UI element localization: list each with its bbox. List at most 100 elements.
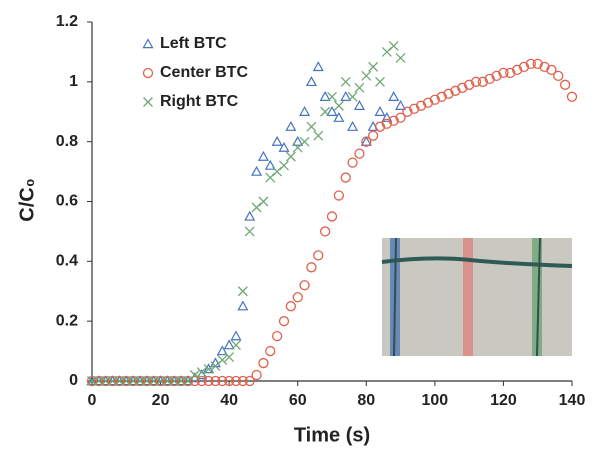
data-point bbox=[347, 91, 358, 102]
y-tick-label: 0 bbox=[69, 372, 78, 389]
data-point bbox=[415, 100, 427, 111]
data-point bbox=[395, 100, 407, 110]
data-point bbox=[182, 375, 194, 387]
inset-background bbox=[382, 238, 572, 356]
data-point bbox=[107, 375, 118, 387]
data-point bbox=[141, 375, 153, 387]
data-point bbox=[279, 160, 289, 171]
data-point bbox=[292, 292, 303, 303]
data-point bbox=[566, 91, 578, 102]
data-point bbox=[312, 61, 324, 72]
data-point bbox=[368, 61, 379, 72]
data-point bbox=[251, 369, 262, 381]
data-point bbox=[258, 357, 269, 369]
data-point bbox=[264, 159, 276, 170]
data-point bbox=[265, 345, 276, 357]
y-tick-label: 0.4 bbox=[56, 253, 78, 270]
x-axis-title: Time (s) bbox=[294, 424, 370, 446]
legend-marker bbox=[142, 38, 154, 49]
x-tick-label: 120 bbox=[490, 392, 517, 409]
data-point bbox=[395, 112, 406, 123]
data-point bbox=[340, 91, 352, 101]
data-point bbox=[251, 165, 263, 176]
data-point bbox=[518, 61, 530, 73]
data-point bbox=[443, 88, 454, 99]
data-point bbox=[189, 370, 200, 380]
x-tick-label: 20 bbox=[152, 392, 170, 409]
data-point bbox=[402, 106, 413, 117]
data-point bbox=[429, 94, 441, 105]
data-point bbox=[162, 375, 173, 387]
data-point bbox=[553, 70, 564, 81]
data-point bbox=[306, 262, 317, 273]
data-point bbox=[319, 91, 331, 101]
data-point bbox=[546, 64, 557, 76]
data-point bbox=[354, 82, 365, 93]
data-point bbox=[155, 375, 166, 387]
data-point bbox=[354, 148, 365, 159]
data-point bbox=[299, 280, 310, 291]
data-point bbox=[347, 157, 358, 168]
data-point bbox=[203, 375, 214, 387]
data-point bbox=[278, 316, 290, 327]
data-point bbox=[169, 375, 180, 387]
data-point bbox=[299, 106, 311, 116]
data-point bbox=[381, 118, 393, 129]
x-tick-label: 140 bbox=[559, 392, 586, 409]
data-point bbox=[388, 115, 399, 126]
data-point bbox=[326, 106, 338, 116]
data-point bbox=[422, 97, 434, 108]
data-point bbox=[189, 375, 201, 387]
data-point bbox=[320, 106, 331, 117]
data-point bbox=[306, 121, 317, 132]
x-tick-label: 60 bbox=[289, 392, 307, 409]
data-point bbox=[244, 210, 256, 221]
data-point bbox=[237, 286, 248, 297]
legend-label: Center BTC bbox=[160, 64, 248, 81]
data-point bbox=[333, 190, 345, 201]
data-point bbox=[361, 136, 372, 147]
inset-crack bbox=[381, 256, 573, 268]
data-point bbox=[223, 339, 235, 350]
inset-right-band bbox=[532, 238, 542, 356]
data-point bbox=[367, 130, 379, 141]
data-point bbox=[484, 73, 495, 84]
data-point bbox=[203, 363, 215, 374]
data-point bbox=[175, 375, 187, 387]
legend-marker bbox=[143, 97, 153, 107]
x-tick-label: 0 bbox=[88, 392, 97, 409]
data-point bbox=[477, 76, 489, 87]
data-point bbox=[299, 136, 310, 147]
data-point bbox=[121, 375, 132, 387]
data-point bbox=[285, 301, 297, 312]
data-point bbox=[539, 61, 550, 73]
data-point bbox=[525, 58, 537, 70]
data-point bbox=[285, 151, 296, 162]
data-point bbox=[210, 375, 221, 387]
data-point bbox=[374, 121, 386, 132]
data-point bbox=[463, 79, 475, 90]
data-point bbox=[347, 120, 359, 131]
legend-marker bbox=[142, 67, 154, 79]
data-point bbox=[395, 52, 406, 63]
data-point bbox=[470, 76, 482, 87]
data-point bbox=[216, 345, 228, 356]
data-point bbox=[93, 375, 105, 387]
x-tick-label: 40 bbox=[220, 392, 238, 409]
data-point bbox=[409, 103, 420, 114]
data-point bbox=[340, 172, 351, 183]
data-point bbox=[114, 375, 125, 387]
legend-label: Left BTC bbox=[160, 35, 227, 52]
data-point bbox=[511, 64, 523, 76]
data-point bbox=[285, 120, 297, 131]
data-point bbox=[217, 355, 228, 366]
y-axis-title: C/C₀ bbox=[16, 178, 38, 221]
y-tick-label: 0.2 bbox=[56, 312, 78, 329]
data-point bbox=[203, 364, 214, 374]
data-point bbox=[231, 340, 241, 351]
inset-photo bbox=[381, 237, 573, 357]
data-point bbox=[100, 375, 111, 387]
data-point bbox=[388, 40, 399, 51]
data-point bbox=[319, 226, 331, 237]
